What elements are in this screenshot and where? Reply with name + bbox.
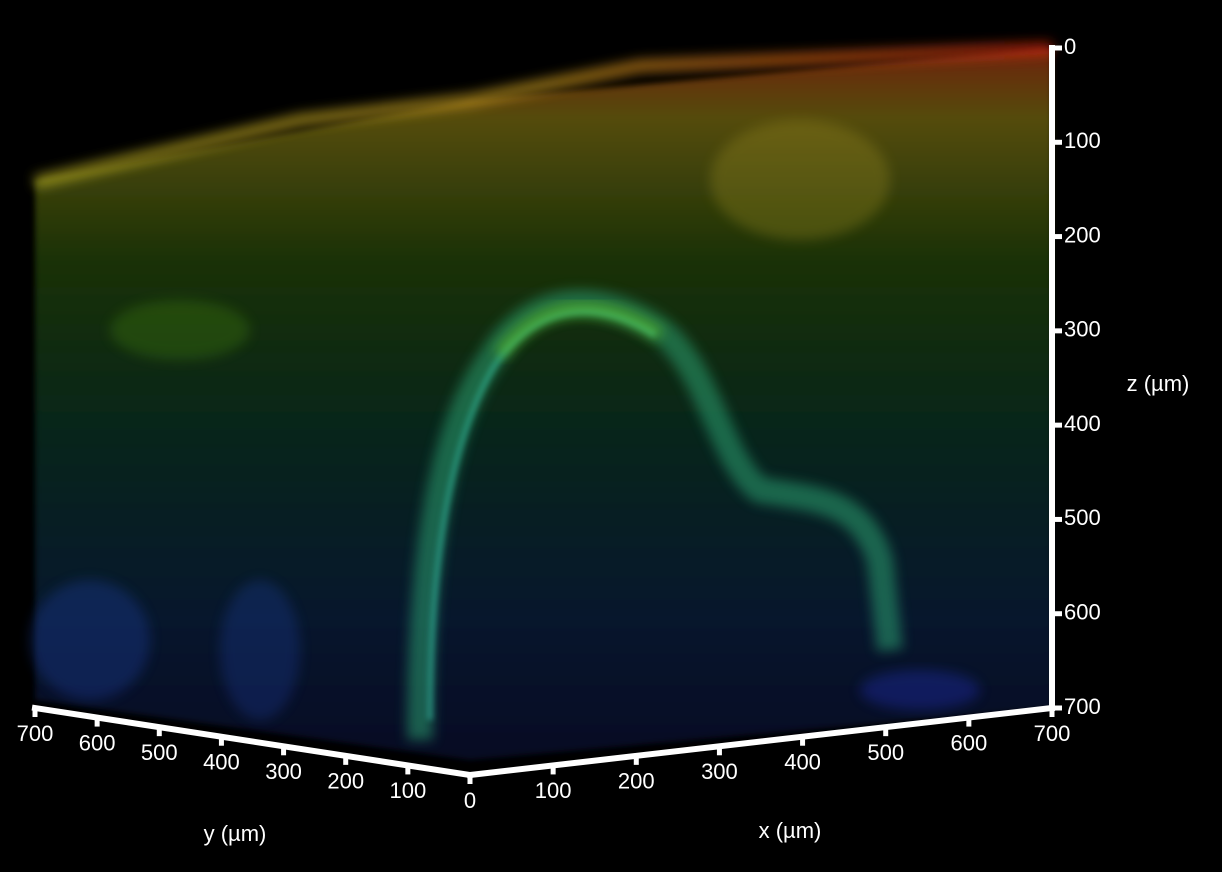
y-tick-label: 100 (389, 778, 426, 803)
z-tick-label: 500 (1064, 505, 1101, 530)
z-tick-label: 700 (1064, 694, 1101, 719)
z-axis-label: z (µm) (1127, 371, 1190, 396)
volume-render: z (µm) x (µm) y (µm) 0 100 200 300 400 500 600… (0, 0, 1222, 872)
z-tick-label: 200 (1064, 222, 1101, 247)
y-tick-label: 700 (17, 721, 54, 746)
z-tick-label: 600 (1064, 600, 1101, 625)
y-tick-label: 200 (327, 769, 364, 794)
x-tick-label: 700 (1034, 721, 1071, 746)
x-tick-label: 600 (950, 730, 987, 755)
y-axis-label: y (µm) (204, 821, 267, 846)
z-tick-label: 300 (1064, 317, 1101, 342)
page: {"axes": { "z": {"label": "z (µm)", "tic… (0, 0, 1222, 872)
x-tick-label: 400 (784, 750, 821, 775)
x-tick-label: 300 (701, 759, 738, 784)
y-tick-label: 400 (203, 750, 240, 775)
x-tick-label: 200 (618, 769, 655, 794)
y-tick-label: 500 (141, 740, 178, 765)
y-tick-label: 600 (79, 730, 116, 755)
z-tick-label: 400 (1064, 411, 1101, 436)
z-tick-label: 0 (1064, 34, 1076, 59)
x-tick-label: 500 (867, 740, 904, 765)
z-tick-label: 100 (1064, 128, 1101, 153)
x-tick-label: 0 (464, 788, 476, 813)
volume (30, 48, 1052, 760)
x-axis-label: x (µm) (759, 818, 822, 843)
x-tick-label: 100 (535, 778, 572, 803)
y-tick-label: 300 (265, 759, 302, 784)
